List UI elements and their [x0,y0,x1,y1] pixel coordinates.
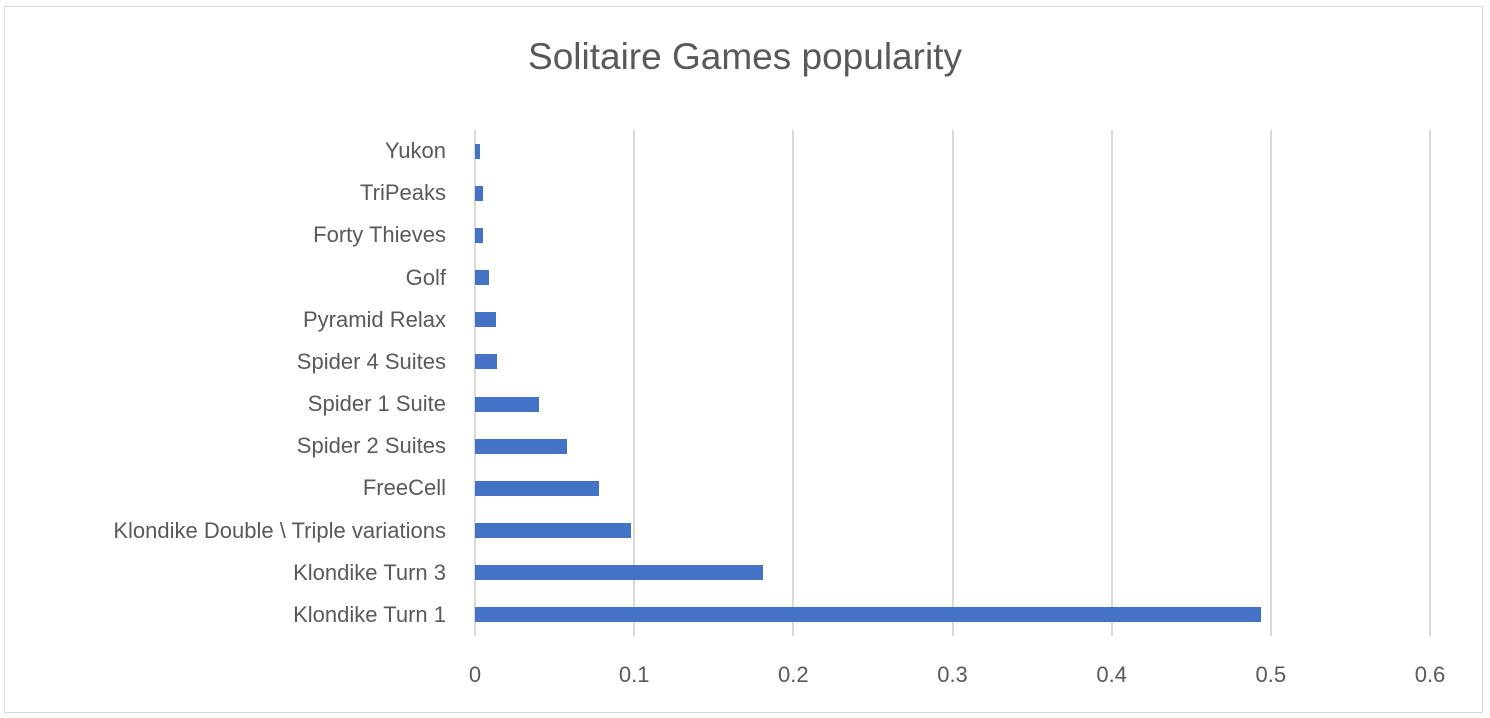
gridline [1269,130,1272,636]
bar [475,565,764,581]
bar [475,270,490,286]
chart-title: Solitaire Games popularity [528,36,962,77]
category-label: Klondike Turn 1 [293,601,446,627]
bar [475,185,483,201]
category-label: Spider 2 Suites [296,433,446,459]
bar [475,523,631,539]
x-tick-label: 0.4 [1096,662,1127,687]
category-label: Klondike Double \ Triple variations [113,517,446,543]
bar [475,396,539,412]
chart-frame [4,6,1483,713]
x-tick-label: 0.1 [618,662,650,687]
category-label: Spider 1 Suite [307,391,446,417]
gridline [951,130,954,636]
gridline [792,130,795,636]
x-tick-label: 0.3 [937,662,968,687]
bar [475,227,483,243]
x-tick-label: 0.5 [1255,662,1287,687]
category-label: Yukon [384,138,446,164]
x-tick-label: 0.2 [778,662,809,687]
category-label: Klondike Turn 3 [293,559,446,585]
x-tick-label: 0 [468,662,482,687]
category-label: Golf [405,264,446,290]
bar [475,438,568,454]
bar [475,354,498,370]
gridline [633,130,636,636]
gridline [1110,130,1113,636]
bar [475,480,600,496]
plot-area [474,130,1431,636]
category-label: Forty Thieves [313,222,446,248]
category-label: TriPeaks [360,180,446,206]
bar [475,607,1262,623]
gridline [1429,130,1431,636]
bar [475,312,496,328]
category-label: FreeCell [362,475,446,501]
bar [475,143,480,159]
category-label: Spider 4 Suites [296,348,446,374]
category-label: Pyramid Relax [302,306,446,332]
y-axis-line [474,130,476,636]
x-tick-label: 0.6 [1414,662,1446,687]
